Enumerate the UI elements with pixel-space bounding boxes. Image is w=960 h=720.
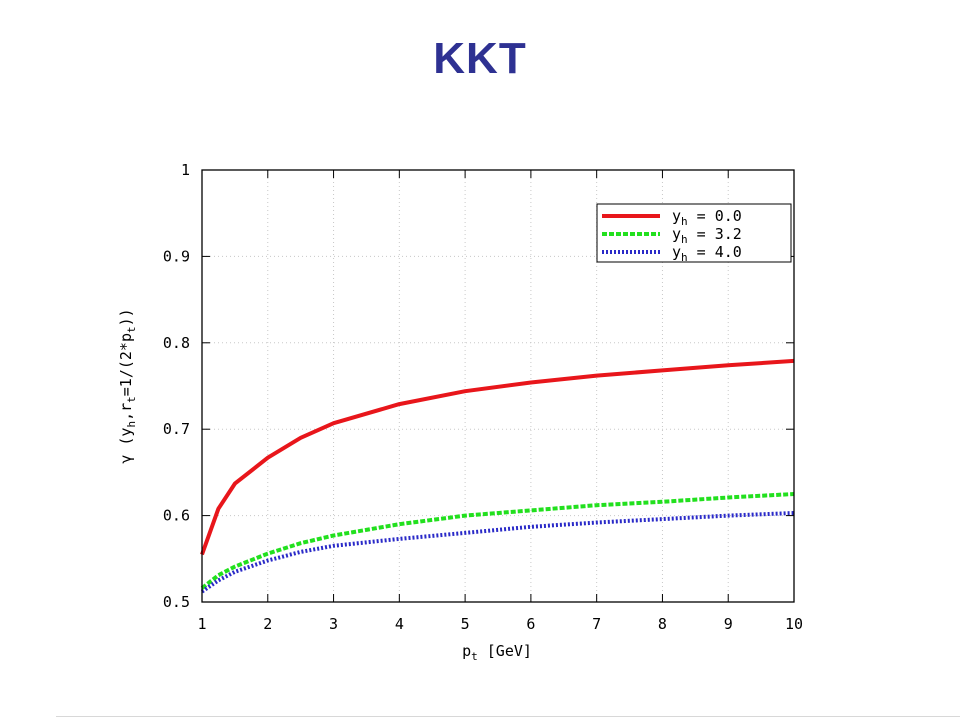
x-tick-label: 10: [785, 615, 803, 633]
y-tick-label: 0.5: [163, 593, 190, 611]
x-tick-label: 4: [395, 615, 404, 633]
series-line-1: [200, 492, 795, 590]
x-axis-label: pt [GeV]: [462, 642, 532, 663]
legend-box: [596, 203, 792, 263]
y-tick-label: 0.9: [163, 247, 190, 265]
x-tick-label: 2: [263, 615, 272, 633]
series-line-0: [200, 358, 795, 556]
x-tick-label: 3: [329, 615, 338, 633]
y-tick-label: 0.8: [163, 334, 190, 352]
legend: yh = 0.0yh = 3.2yh = 4.0: [596, 203, 792, 264]
x-tick-label: 1: [197, 615, 206, 633]
plot-frame: [201, 169, 795, 603]
legend-label-2: yh = 4.0: [672, 243, 742, 264]
legend-label-0: yh = 0.0: [672, 207, 742, 228]
y-tick-label: 0.7: [163, 420, 190, 438]
x-tick-label: 5: [461, 615, 470, 633]
x-tick-label: 9: [724, 615, 733, 633]
tick-labels: 1 2 3 4 5 6 7 8 9 10 0.5 0.6 0.7 0.8 0.9 1: [163, 161, 803, 633]
footer-divider: [56, 716, 960, 717]
y-tick-label: 1: [181, 161, 190, 179]
y-tick-label: 0.6: [163, 507, 190, 525]
legend-label-1: yh = 3.2: [672, 225, 742, 246]
x-tick-label: 8: [658, 615, 667, 633]
x-tick-label: 7: [592, 615, 601, 633]
slide-title: KKT: [433, 34, 527, 83]
y-axis-label: γ (yh,rt=1/(2*pt)): [117, 308, 138, 463]
x-tick-label: 6: [526, 615, 535, 633]
series-layer: [200, 358, 795, 594]
